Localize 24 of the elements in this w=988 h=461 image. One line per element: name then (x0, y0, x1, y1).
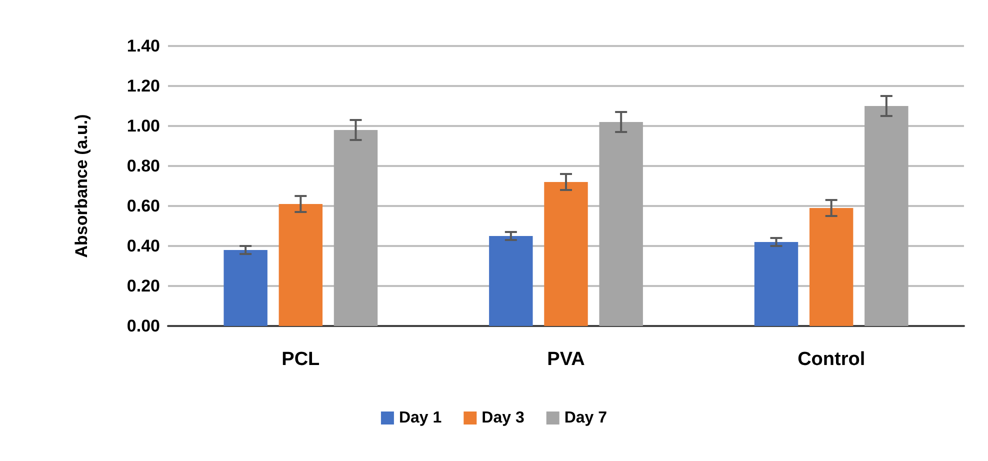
bar (754, 242, 798, 326)
bar (809, 208, 854, 326)
x-tick-label: PVA (547, 349, 586, 370)
bar (334, 130, 378, 326)
bar (489, 236, 533, 326)
bar (224, 250, 268, 326)
y-axis-title: Absorbance (a.u.) (72, 114, 91, 258)
y-tick-label: 0.20 (126, 276, 160, 296)
x-tick-label: PCL (282, 349, 320, 370)
legend-label: Day 7 (564, 410, 608, 426)
legend-label: Day 1 (398, 410, 442, 426)
bar (599, 122, 643, 326)
y-tick-label: 1.20 (126, 76, 160, 96)
bar (278, 204, 323, 326)
y-tick-label: 0.80 (126, 156, 160, 176)
y-tick-label: 0.40 (126, 236, 160, 256)
legend-label: Day 3 (482, 410, 524, 426)
y-tick-label: 0.60 (126, 196, 160, 216)
y-tick-label: 1.40 (126, 36, 160, 56)
y-tick-label: 0.00 (126, 316, 160, 336)
x-tick-label: Control (798, 349, 866, 370)
bar (864, 106, 908, 326)
bar (544, 182, 588, 326)
y-tick-label: 1.00 (126, 116, 160, 136)
